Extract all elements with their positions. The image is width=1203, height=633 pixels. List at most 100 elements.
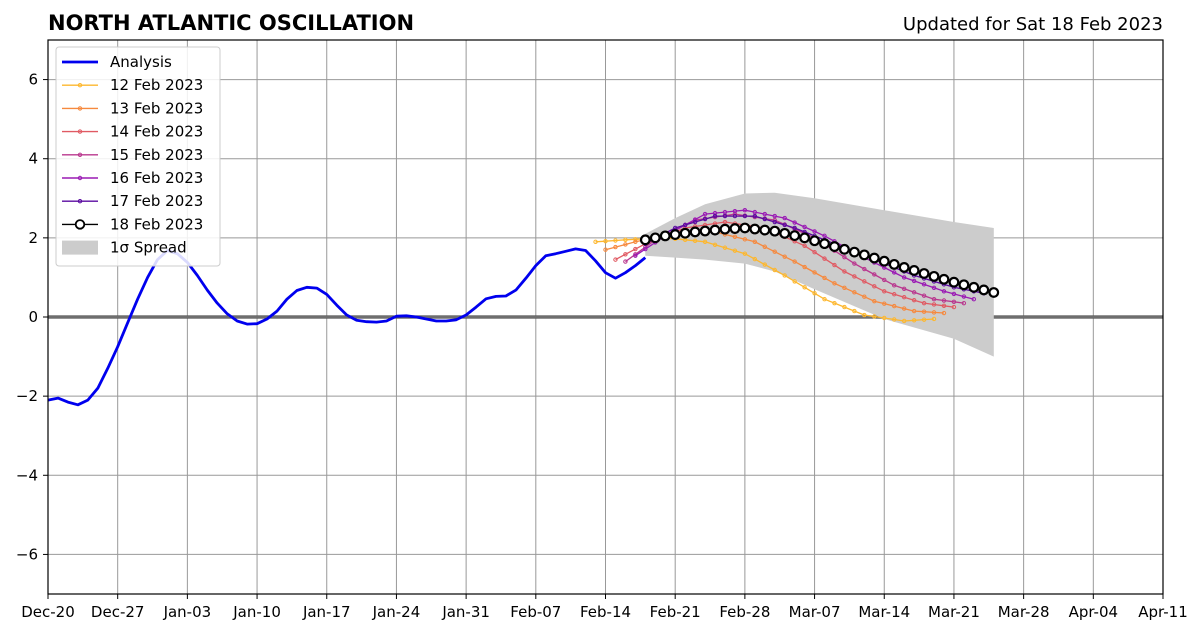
series-point bbox=[669, 229, 681, 240]
series-point bbox=[772, 267, 777, 273]
series-point bbox=[752, 213, 758, 219]
series-point bbox=[888, 258, 900, 270]
legend-marker bbox=[77, 175, 83, 181]
series-point bbox=[702, 211, 708, 217]
series-point bbox=[699, 225, 711, 237]
series-point bbox=[921, 282, 927, 287]
series-point bbox=[901, 318, 907, 324]
series-point bbox=[623, 237, 628, 243]
series-point bbox=[862, 279, 867, 284]
series-point bbox=[613, 244, 618, 250]
series-point bbox=[633, 246, 638, 252]
x-tick-label: Jan-31 bbox=[441, 603, 490, 621]
series-point bbox=[593, 239, 598, 245]
series-point bbox=[832, 281, 837, 286]
series-point bbox=[792, 220, 797, 225]
series-point bbox=[782, 254, 787, 259]
legend-marker bbox=[74, 219, 86, 230]
series-point bbox=[712, 213, 718, 219]
series-point bbox=[839, 243, 850, 255]
analysis-series bbox=[47, 247, 647, 407]
series-point bbox=[799, 232, 811, 244]
series-point bbox=[842, 254, 847, 260]
series-point bbox=[968, 281, 980, 293]
y-tick-label: 0 bbox=[28, 308, 38, 326]
legend-marker bbox=[77, 129, 83, 134]
legend-entry: 17 Feb 2023 bbox=[62, 192, 203, 210]
series-point bbox=[951, 299, 957, 305]
series-point bbox=[762, 262, 767, 267]
series-point bbox=[862, 266, 867, 272]
series-point bbox=[842, 285, 847, 291]
series-point bbox=[872, 284, 877, 289]
x-tick-label: Jan-24 bbox=[372, 603, 421, 621]
legend-entry: 15 Feb 2023 bbox=[62, 146, 203, 164]
series-point bbox=[809, 235, 820, 247]
legend-label: 13 Feb 2023 bbox=[110, 99, 203, 117]
series-point bbox=[921, 300, 927, 306]
x-tick-label: Mar-21 bbox=[928, 603, 980, 621]
series-point bbox=[951, 304, 957, 310]
series-point bbox=[812, 270, 817, 275]
series-point bbox=[892, 283, 897, 288]
series-point bbox=[719, 223, 731, 235]
x-tick-label: Dec-27 bbox=[91, 603, 145, 621]
legend-entry: Analysis bbox=[62, 53, 172, 71]
series-point bbox=[978, 284, 990, 296]
series-point bbox=[898, 262, 910, 273]
series-point bbox=[759, 224, 771, 236]
series-point bbox=[749, 223, 761, 235]
series-point bbox=[742, 237, 748, 242]
series-point bbox=[689, 226, 701, 238]
series-point bbox=[623, 259, 628, 264]
series-point bbox=[941, 298, 947, 303]
series-point bbox=[802, 224, 807, 230]
series-point bbox=[722, 219, 728, 225]
series-point bbox=[882, 301, 887, 306]
series-point bbox=[682, 222, 688, 228]
legend-entry: 1σ Spread bbox=[62, 239, 187, 257]
series-point bbox=[928, 270, 940, 282]
series-point bbox=[868, 252, 880, 264]
series-point bbox=[802, 264, 807, 270]
series-point bbox=[882, 289, 887, 294]
legend-marker bbox=[77, 83, 83, 88]
series-point bbox=[921, 309, 927, 314]
forecast-series bbox=[593, 207, 1000, 324]
legend-entry: 14 Feb 2023 bbox=[62, 123, 203, 141]
legend-label: 16 Feb 2023 bbox=[110, 169, 203, 187]
x-tick-label: Apr-11 bbox=[1138, 603, 1188, 621]
series-point bbox=[921, 317, 927, 322]
series-point bbox=[802, 285, 807, 290]
series-point bbox=[842, 269, 847, 274]
series-point bbox=[941, 289, 947, 294]
series-point bbox=[639, 234, 651, 246]
series-point bbox=[732, 248, 738, 253]
series-point bbox=[878, 255, 890, 267]
x-tick-label: Feb-28 bbox=[719, 603, 770, 621]
series-point bbox=[772, 249, 777, 254]
x-tick-label: Apr-04 bbox=[1069, 603, 1119, 621]
series-point bbox=[931, 310, 937, 315]
series-point bbox=[623, 242, 628, 247]
series-point bbox=[931, 285, 937, 291]
x-tick-label: Feb-07 bbox=[510, 603, 561, 621]
legend-box bbox=[55, 46, 221, 267]
series-point bbox=[911, 297, 917, 303]
series-point bbox=[679, 227, 691, 239]
series-point bbox=[822, 275, 827, 281]
series-point bbox=[702, 216, 708, 222]
series-point bbox=[961, 300, 967, 306]
series-point bbox=[613, 238, 618, 243]
series-point bbox=[921, 293, 927, 298]
series-point bbox=[762, 244, 767, 249]
series-point bbox=[872, 298, 877, 304]
legend-label: 18 Feb 2023 bbox=[110, 215, 203, 233]
series-point bbox=[722, 209, 728, 215]
series-point bbox=[722, 245, 728, 250]
series-point bbox=[819, 238, 830, 250]
series-point bbox=[782, 215, 787, 221]
series-point bbox=[892, 292, 897, 297]
series-point bbox=[712, 242, 718, 247]
